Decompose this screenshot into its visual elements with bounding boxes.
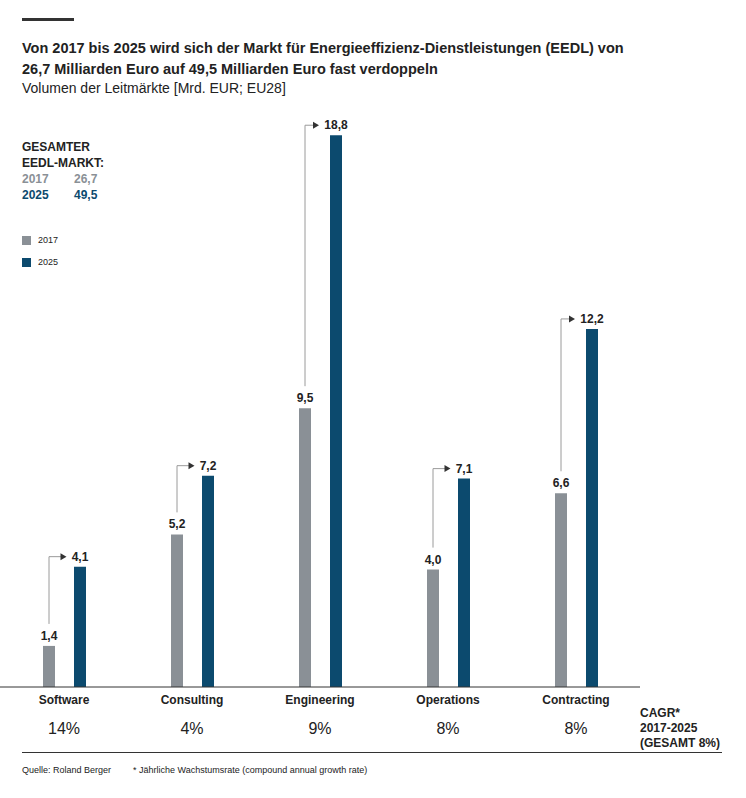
svg-text:5,2: 5,2 (169, 517, 186, 531)
html-text:8%: 8% (564, 720, 588, 737)
html-text:Quelle: Roland Berger: Quelle: Roland Berger (22, 765, 112, 775)
html-text:49,5: 49,5 (74, 188, 98, 202)
html-text:EEDL-MARKT:: EEDL-MARKT: (22, 156, 104, 170)
html-text:CAGR*: CAGR* (640, 706, 680, 720)
html-text:Von 2017 bis 2025 wird sich de: Von 2017 bis 2025 wird sich der Markt fü… (22, 40, 624, 56)
svg-text:6,6: 6,6 (553, 476, 570, 490)
html-text:26,7 Milliarden Euro auf 49,5: 26,7 Milliarden Euro auf 49,5 Milliarden… (22, 61, 438, 77)
html-text:2017: 2017 (38, 235, 58, 245)
html-text:2025: 2025 (38, 257, 58, 267)
svg-text:9,5: 9,5 (297, 391, 314, 405)
html-text:(GESAMT 8%): (GESAMT 8%) (640, 736, 720, 750)
html-text:Volumen der Leitmärkte [Mrd. E: Volumen der Leitmärkte [Mrd. EUR; EU28] (22, 80, 286, 96)
svg-text:7,1: 7,1 (456, 462, 473, 476)
svg-text:Consulting: Consulting (161, 693, 224, 707)
svg-text:Operations: Operations (416, 693, 480, 707)
html-text:4%: 4% (180, 720, 204, 737)
html-text:2025: 2025 (22, 188, 49, 202)
svg-text:Software: Software (39, 693, 90, 707)
svg-text:4,1: 4,1 (72, 550, 89, 564)
html-text:14%: 14% (48, 720, 80, 737)
svg-text:Contracting: Contracting (542, 693, 609, 707)
html-text:2017: 2017 (22, 172, 49, 186)
svg-text:12,2: 12,2 (580, 312, 604, 326)
html-text:9%: 9% (308, 720, 332, 737)
html-text:* Jährliche Wachstumsrate (com: * Jährliche Wachstumsrate (compound annu… (133, 765, 368, 775)
svg-text:7,2: 7,2 (200, 459, 217, 473)
html-text:GESAMTER: GESAMTER (22, 140, 90, 154)
svg-text:1,4: 1,4 (41, 629, 58, 643)
html-text:8%: 8% (436, 720, 460, 737)
svg-text:Engineering: Engineering (285, 693, 354, 707)
html-text:2017-2025: 2017-2025 (640, 721, 698, 735)
svg-text:4,0: 4,0 (425, 553, 442, 567)
html-text:26,7: 26,7 (74, 172, 98, 186)
svg-text:18,8: 18,8 (324, 118, 348, 132)
